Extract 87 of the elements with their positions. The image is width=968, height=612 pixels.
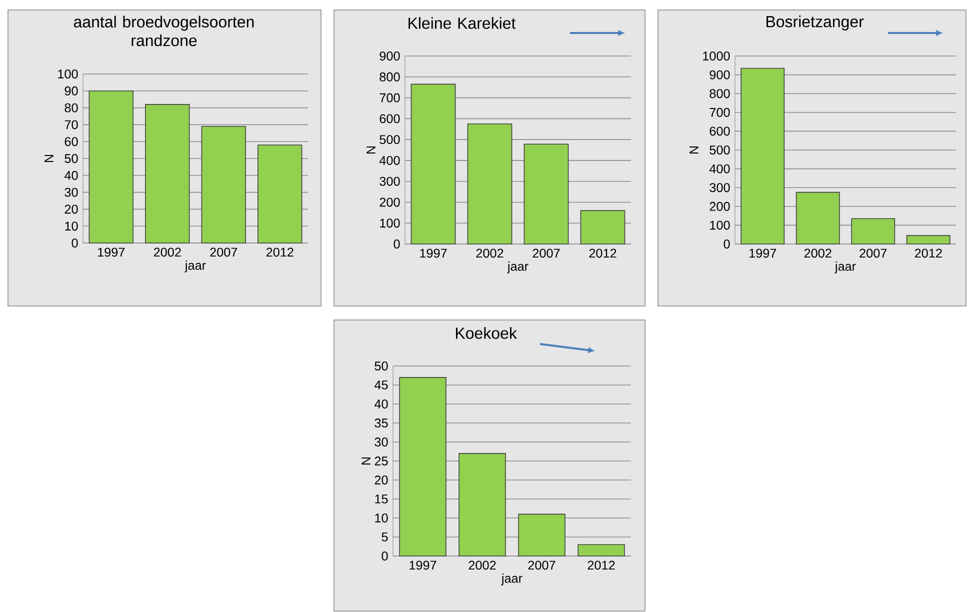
y-tick-label: 60 (64, 137, 78, 146)
y-tick-label: 0 (394, 240, 400, 248)
y-tick-label: 25 (374, 456, 388, 466)
x-axis-title: jaar (507, 262, 528, 274)
y-tick-label: 35 (374, 418, 388, 428)
x-tick-label: 2007 (532, 248, 560, 258)
bar (258, 144, 302, 244)
x-tick-label: 2007 (528, 560, 556, 570)
bar (201, 126, 246, 244)
y-tick-label: 300 (380, 176, 400, 186)
chart-title: aantal broedvogelsoorten randzone (74, 16, 254, 46)
y-tick-label: 70 (64, 120, 78, 130)
x-axis-title: jaar (184, 260, 206, 272)
y-tick-label: 700 (710, 108, 730, 117)
x-axis-title: jaar (834, 262, 856, 274)
y-tick-label: 30 (64, 188, 78, 197)
bar (524, 144, 569, 244)
y-tick-label: 0 (72, 238, 78, 248)
y-tick-label: 200 (710, 202, 730, 211)
y-tick-label: 50 (64, 154, 78, 163)
x-tick-label: 2002 (154, 248, 181, 257)
y-tick-label: 500 (710, 146, 730, 154)
y-axis-title: N (366, 146, 376, 154)
x-tick-label: 1997 (98, 248, 125, 257)
x-tick-label: 1997 (410, 560, 436, 570)
y-tick-label: 100 (710, 220, 730, 230)
y-tick-label: 20 (374, 476, 388, 484)
y-tick-label: 300 (710, 183, 730, 192)
y-tick-label: 400 (379, 156, 400, 165)
y-tick-label: 100 (58, 70, 78, 78)
bar (796, 192, 840, 244)
y-tick-label: 700 (380, 93, 400, 102)
y-tick-label: 900 (710, 70, 730, 80)
y-tick-label: 5 (382, 532, 388, 542)
y-tick-label: 50 (374, 362, 388, 370)
x-tick-label: 2012 (266, 248, 294, 257)
x-tick-label: 2012 (914, 248, 942, 258)
y-tick-label: 20 (64, 204, 78, 214)
y-tick-label: 100 (380, 218, 400, 228)
chart-title: Bosrietzanger (766, 16, 864, 30)
bar (458, 453, 506, 556)
x-tick-label: 1997 (750, 248, 776, 258)
x-tick-label: 2002 (468, 560, 496, 570)
bar (906, 235, 950, 244)
x-tick-label: 2002 (476, 248, 504, 258)
bar (518, 514, 566, 556)
y-tick-label: 15 (375, 494, 388, 504)
y-tick-label: 80 (64, 103, 78, 112)
chart-title: Kleine Karekiet (408, 17, 516, 29)
y-tick-label: 800 (710, 89, 730, 98)
y-axis-title: N (690, 146, 698, 154)
bar (88, 90, 134, 244)
x-tick-label: 2007 (210, 248, 238, 257)
bar (578, 544, 625, 556)
x-tick-label: 2007 (860, 248, 887, 258)
chart-title: Koekoek (456, 327, 517, 339)
y-tick-label: 10 (65, 222, 78, 231)
y-tick-label: 200 (380, 198, 400, 207)
y-tick-label: 30 (374, 438, 388, 446)
y-tick-label: 0 (382, 552, 388, 560)
x-tick-label: 1997 (420, 248, 447, 258)
y-tick-label: 40 (374, 400, 388, 408)
y-tick-label: 90 (64, 86, 78, 96)
y-tick-label: 45 (374, 380, 388, 390)
x-tick-label: 2002 (804, 248, 832, 258)
y-tick-label: 600 (710, 126, 730, 136)
bar (851, 218, 896, 244)
bar (740, 68, 785, 244)
y-tick-label: 900 (380, 52, 400, 60)
y-axis-title: N (44, 154, 54, 162)
y-tick-label: 500 (380, 135, 400, 144)
y-tick-label: 400 (709, 164, 730, 174)
bar (399, 377, 446, 556)
y-tick-label: 600 (380, 114, 400, 124)
x-tick-label: 2012 (589, 248, 616, 258)
y-tick-label: 10 (375, 514, 388, 522)
bar (467, 124, 512, 244)
x-tick-label: 2012 (588, 560, 615, 570)
y-tick-label: 40 (64, 170, 78, 180)
y-tick-label: 0 (724, 240, 730, 248)
x-axis-title: jaar (501, 574, 522, 586)
bar (145, 104, 190, 244)
y-axis-title: N (362, 457, 370, 465)
y-tick-label: 800 (380, 72, 400, 82)
bar (580, 210, 626, 244)
y-tick-label: 1000 (703, 52, 730, 60)
bar (410, 84, 456, 244)
